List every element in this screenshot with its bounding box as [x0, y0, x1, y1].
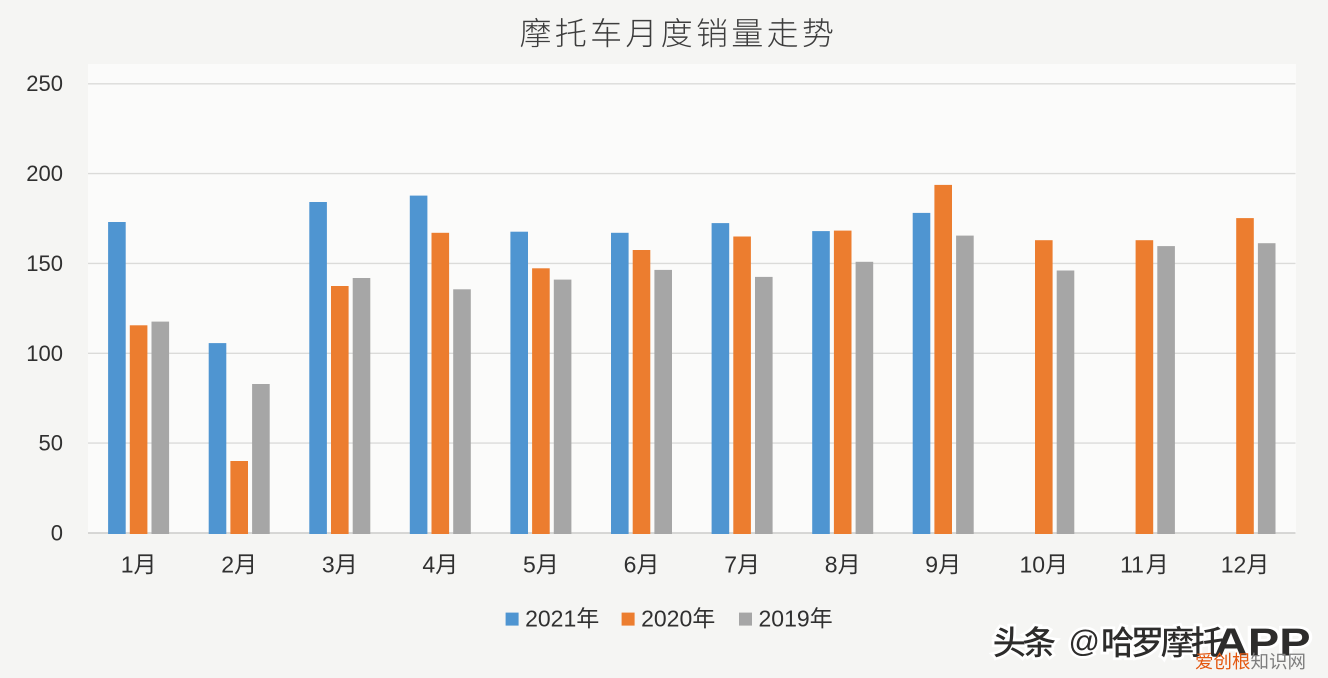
- svg-text:50: 50: [39, 431, 63, 456]
- svg-text:2020: 2020: [641, 606, 692, 632]
- svg-text:APP: APP: [1214, 621, 1311, 664]
- svg-text:2019: 2019: [759, 606, 810, 632]
- svg-text:10: 10: [1020, 552, 1046, 578]
- svg-text:5: 5: [523, 552, 536, 578]
- svg-text:2021: 2021: [525, 606, 576, 632]
- svg-text:0: 0: [51, 521, 63, 546]
- svg-text:4: 4: [422, 552, 435, 578]
- svg-text:150: 150: [26, 251, 63, 276]
- svg-text:12: 12: [1221, 552, 1247, 578]
- svg-text:6: 6: [624, 552, 637, 578]
- svg-text:1: 1: [121, 552, 134, 578]
- svg-text:@: @: [1069, 624, 1100, 659]
- svg-text:2: 2: [221, 552, 234, 578]
- svg-text:8: 8: [825, 552, 838, 578]
- svg-text:11: 11: [1120, 552, 1144, 578]
- svg-text:200: 200: [26, 161, 63, 186]
- svg-text:100: 100: [26, 341, 63, 366]
- svg-text:9: 9: [925, 552, 938, 578]
- svg-text:250: 250: [26, 71, 63, 96]
- svg-text:7: 7: [724, 552, 737, 578]
- svg-text:@: @: [1069, 624, 1100, 659]
- svg-text:3: 3: [322, 552, 335, 578]
- svg-text:APP: APP: [1214, 621, 1311, 664]
